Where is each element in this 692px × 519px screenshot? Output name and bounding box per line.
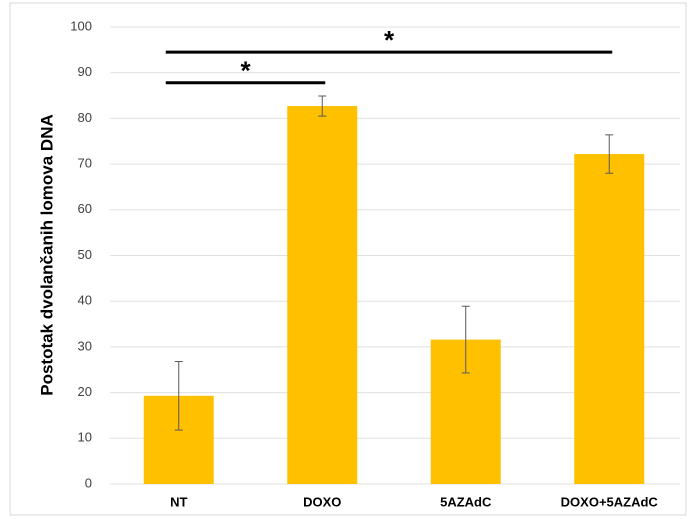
- y-tick-label: 70: [78, 156, 92, 171]
- y-tick-label: 40: [78, 293, 92, 308]
- x-tick-label: 5AZAdC: [440, 494, 492, 509]
- y-tick-label: 0: [85, 475, 92, 490]
- significance-mark: *: [240, 56, 251, 86]
- x-tick-label: DOXO+5AZAdC: [561, 494, 659, 509]
- y-tick-label: 60: [78, 201, 92, 216]
- significance-mark: *: [384, 25, 395, 55]
- y-tick-label: 10: [78, 430, 92, 445]
- y-tick-label: 50: [78, 247, 92, 262]
- y-tick-label: 100: [70, 18, 92, 33]
- x-tick-label: DOXO: [303, 494, 341, 509]
- x-tick-label: NT: [170, 494, 187, 509]
- y-axis-label: Postotak dvolančanih lomova DNA: [37, 114, 56, 396]
- bar: [287, 106, 358, 484]
- y-tick-label: 30: [78, 338, 92, 353]
- bar: [574, 154, 645, 484]
- y-tick-label: 20: [78, 384, 92, 399]
- y-tick-label: 80: [78, 110, 92, 125]
- y-tick-label: 90: [78, 64, 92, 79]
